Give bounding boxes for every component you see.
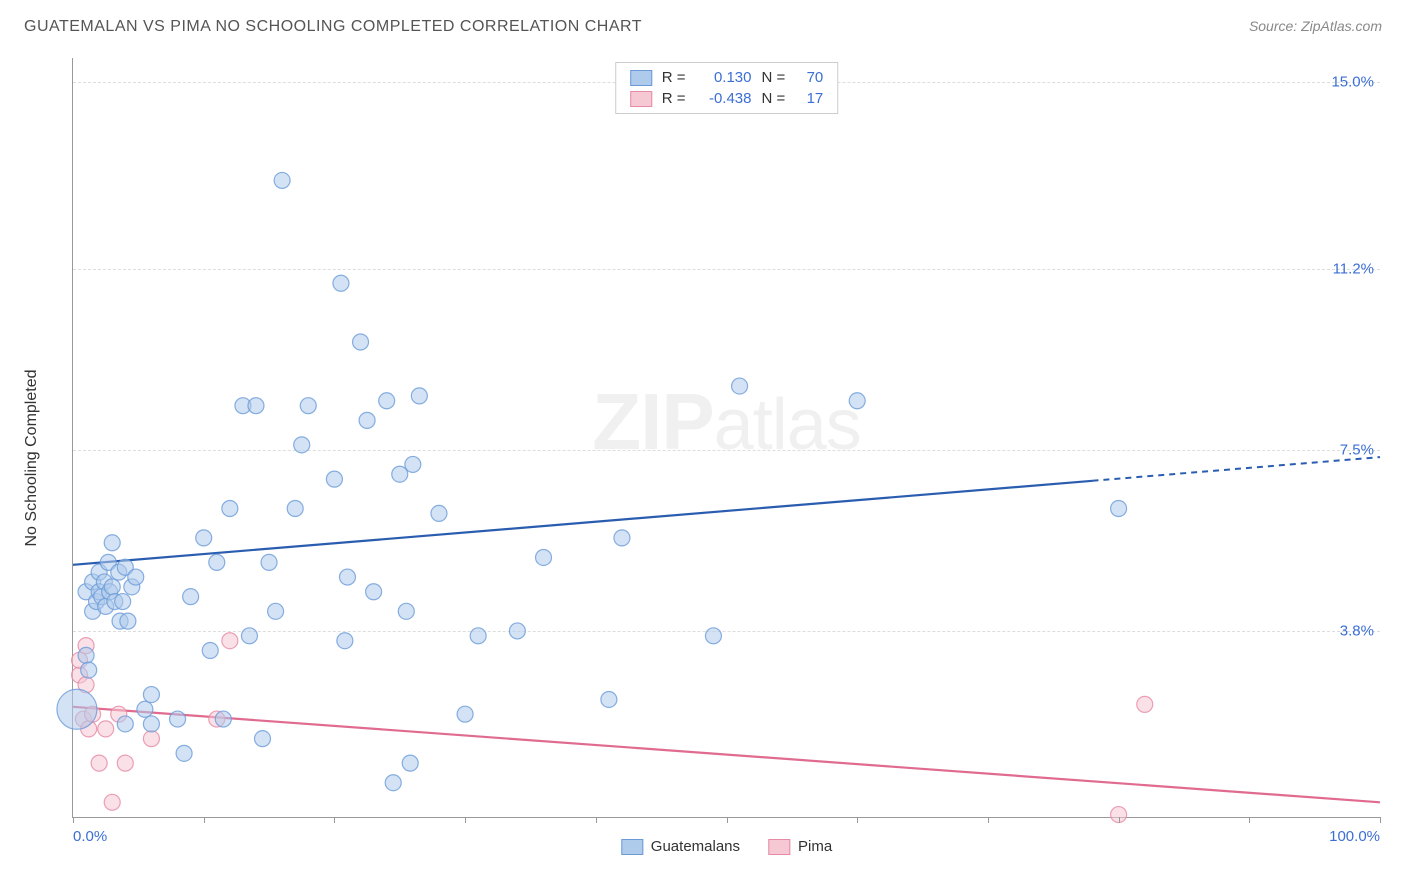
scatter-point-guatemalans xyxy=(255,731,271,747)
x-tick xyxy=(334,817,335,823)
scatter-point-guatemalans xyxy=(300,398,316,414)
x-tick xyxy=(596,817,597,823)
x-tick xyxy=(727,817,728,823)
y-tick-label: 11.2% xyxy=(1333,260,1374,277)
scatter-point-guatemalans xyxy=(274,172,290,188)
scatter-point-guatemalans xyxy=(143,687,159,703)
scatter-point-guatemalans xyxy=(379,393,395,409)
scatter-point-guatemalans xyxy=(120,613,136,629)
scatter-point-guatemalans xyxy=(614,530,630,546)
scatter-point-guatemalans xyxy=(143,716,159,732)
chart-container: No Schooling Completed ZIPatlas R = 0.13… xyxy=(50,58,1380,858)
scatter-point-guatemalans xyxy=(385,775,401,791)
scatter-point-pima xyxy=(117,755,133,771)
scatter-point-guatemalans xyxy=(268,603,284,619)
scatter-point-guatemalans xyxy=(536,549,552,565)
y-tick-label: 3.8% xyxy=(1340,622,1374,639)
x-tick-label: 100.0% xyxy=(1329,828,1380,845)
y-tick-label: 7.5% xyxy=(1340,441,1374,458)
scatter-point-guatemalans xyxy=(241,628,257,644)
scatter-point-guatemalans xyxy=(849,393,865,409)
scatter-point-guatemalans xyxy=(81,662,97,678)
legend-item-pima: Pima xyxy=(768,838,832,855)
legend: Guatemalans Pima xyxy=(621,838,832,855)
x-tick xyxy=(465,817,466,823)
scatter-point-guatemalans xyxy=(104,579,120,595)
trend-line-dashed-guatemalans xyxy=(1092,457,1380,481)
legend-swatch-guatemalans xyxy=(621,839,643,855)
scatter-point-guatemalans xyxy=(261,554,277,570)
scatter-point-guatemalans xyxy=(78,647,94,663)
scatter-point-guatemalans xyxy=(1111,501,1127,517)
scatter-point-guatemalans xyxy=(732,378,748,394)
scatter-point-guatemalans xyxy=(202,643,218,659)
legend-label-pima: Pima xyxy=(798,838,832,855)
scatter-point-guatemalans xyxy=(104,535,120,551)
scatter-point-guatemalans xyxy=(183,589,199,605)
scatter-point-guatemalans xyxy=(405,456,421,472)
plot-area: ZIPatlas R = 0.130 N = 70 R = -0.438 N =… xyxy=(72,58,1380,818)
scatter-point-guatemalans xyxy=(431,505,447,521)
scatter-point-guatemalans xyxy=(359,412,375,428)
x-tick xyxy=(73,817,74,823)
scatter-point-guatemalans xyxy=(457,706,473,722)
scatter-point-guatemalans xyxy=(176,745,192,761)
legend-swatch-pima xyxy=(768,839,790,855)
scatter-point-guatemalans xyxy=(398,603,414,619)
x-tick xyxy=(857,817,858,823)
x-tick xyxy=(204,817,205,823)
legend-item-guatemalans: Guatemalans xyxy=(621,838,740,855)
scatter-point-guatemalans xyxy=(248,398,264,414)
scatter-point-guatemalans xyxy=(353,334,369,350)
scatter-point-guatemalans xyxy=(128,569,144,585)
scatter-point-guatemalans xyxy=(294,437,310,453)
x-tick xyxy=(1119,817,1120,823)
scatter-point-pima xyxy=(98,721,114,737)
scatter-point-guatemalans xyxy=(366,584,382,600)
scatter-point-guatemalans xyxy=(509,623,525,639)
trend-line-pima xyxy=(73,707,1380,802)
y-axis-label: No Schooling Completed xyxy=(23,370,41,547)
chart-title: GUATEMALAN VS PIMA NO SCHOOLING COMPLETE… xyxy=(24,18,642,36)
scatter-point-pima xyxy=(1137,696,1153,712)
scatter-point-guatemalans xyxy=(137,701,153,717)
scatter-point-guatemalans xyxy=(222,501,238,517)
scatter-point-guatemalans xyxy=(337,633,353,649)
scatter-point-pima xyxy=(104,794,120,810)
scatter-point-pima xyxy=(91,755,107,771)
plot-svg xyxy=(73,58,1380,817)
scatter-point-guatemalans xyxy=(339,569,355,585)
x-tick xyxy=(1249,817,1250,823)
scatter-point-pima xyxy=(143,731,159,747)
legend-label-guatemalans: Guatemalans xyxy=(651,838,740,855)
y-tick-label: 15.0% xyxy=(1331,74,1374,91)
scatter-point-guatemalans xyxy=(57,689,97,729)
scatter-point-guatemalans xyxy=(215,711,231,727)
scatter-point-guatemalans xyxy=(326,471,342,487)
scatter-point-guatemalans xyxy=(705,628,721,644)
scatter-point-guatemalans xyxy=(402,755,418,771)
scatter-point-guatemalans xyxy=(117,716,133,732)
x-tick xyxy=(1380,817,1381,823)
scatter-point-guatemalans xyxy=(333,275,349,291)
scatter-point-guatemalans xyxy=(287,501,303,517)
x-tick-label: 0.0% xyxy=(73,828,107,845)
chart-source: Source: ZipAtlas.com xyxy=(1249,18,1382,34)
scatter-point-guatemalans xyxy=(411,388,427,404)
scatter-point-guatemalans xyxy=(115,594,131,610)
x-tick xyxy=(988,817,989,823)
scatter-point-guatemalans xyxy=(470,628,486,644)
scatter-point-guatemalans xyxy=(196,530,212,546)
scatter-point-guatemalans xyxy=(601,691,617,707)
scatter-point-guatemalans xyxy=(209,554,225,570)
trend-line-guatemalans xyxy=(73,481,1092,565)
scatter-point-pima xyxy=(222,633,238,649)
scatter-point-guatemalans xyxy=(170,711,186,727)
